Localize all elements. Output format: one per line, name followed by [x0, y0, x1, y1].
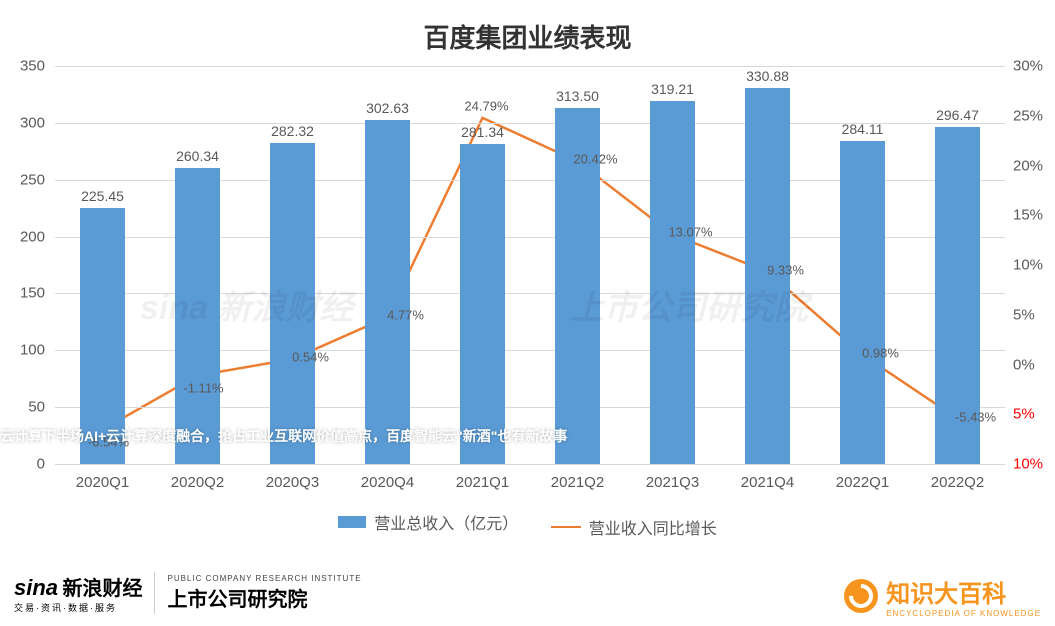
- bar-value-label: 284.11: [842, 121, 884, 137]
- gridline: [55, 464, 1005, 465]
- line-value-label: 4.77%: [387, 308, 424, 323]
- bar: [650, 101, 696, 464]
- x-tick-label: 2022Q1: [836, 474, 889, 491]
- y2-tick-label: 10%: [1013, 257, 1043, 274]
- institute-cn: 上市公司研究院: [167, 583, 361, 612]
- knowledge-cn: 知识大百科: [886, 574, 1041, 609]
- line-value-label: 0.54%: [292, 350, 329, 365]
- y2-tick-label: 0%: [1013, 356, 1035, 373]
- bar-value-label: 296.47: [936, 107, 979, 123]
- chart-container: 百度集团业绩表现 05010015020025030035010%5%0%5%1…: [0, 0, 1055, 555]
- institute-brand: PUBLIC COMPANY RESEARCH INSTITUTE 上市公司研究…: [167, 574, 361, 612]
- line-value-label: 9.33%: [767, 262, 804, 277]
- x-tick-label: 2021Q3: [646, 474, 699, 491]
- y1-tick-label: 300: [0, 114, 45, 131]
- y1-tick-label: 350: [0, 58, 45, 75]
- y2-tick-label: 20%: [1013, 157, 1043, 174]
- bar-value-label: 313.50: [556, 88, 599, 104]
- bar-value-label: 282.32: [271, 123, 314, 139]
- sina-cn: 新浪财经: [62, 578, 142, 600]
- footer-left: sina 新浪财经 交易·资讯·数据·服务 PUBLIC COMPANY RES…: [14, 572, 362, 614]
- y1-tick-label: 0: [0, 456, 45, 473]
- gridline: [55, 66, 1005, 67]
- legend-line-swatch: [551, 526, 581, 528]
- y1-tick-label: 250: [0, 171, 45, 188]
- y2-tick-label: 15%: [1013, 207, 1043, 224]
- line-value-label: -5.43%: [955, 409, 996, 424]
- y2-tick-label: 5%: [1013, 306, 1035, 323]
- line-value-label: -1.11%: [183, 380, 223, 395]
- y1-tick-label: 150: [0, 285, 45, 302]
- knowledge-en: ENCYCLOPEDIA OF KNOWLEDGE: [886, 609, 1041, 618]
- caption-text: 云计算下半场AI+云计算深度融合，抢占工业互联网价值高点，百度智能云"新酒"也有…: [0, 426, 567, 446]
- line-value-label: 20.42%: [573, 152, 617, 167]
- legend: 营业总收入（亿元） 营业收入同比增长: [0, 510, 1055, 539]
- legend-bar: 营业总收入（亿元）: [338, 510, 518, 534]
- bar: [365, 120, 411, 464]
- knowledge-logo-icon: [844, 579, 878, 613]
- x-tick-label: 2020Q3: [266, 474, 319, 491]
- x-tick-label: 2022Q2: [931, 474, 984, 491]
- x-tick-label: 2021Q4: [741, 474, 794, 491]
- y2-tick-label: 30%: [1013, 58, 1043, 75]
- line-value-label: 13.07%: [668, 225, 712, 240]
- bar-value-label: 281.34: [461, 124, 504, 140]
- legend-bar-swatch: [338, 516, 366, 528]
- legend-line: 营业收入同比增长: [551, 515, 717, 539]
- x-tick-label: 2020Q1: [76, 474, 129, 491]
- chart-title: 百度集团业绩表现: [0, 18, 1055, 55]
- sina-logo-text: sina: [14, 575, 58, 600]
- line-value-label: 24.79%: [464, 98, 508, 113]
- bar-value-label: 330.88: [746, 68, 789, 84]
- x-tick-label: 2020Q2: [171, 474, 224, 491]
- knowledge-text: 知识大百科 ENCYCLOPEDIA OF KNOWLEDGE: [886, 574, 1041, 618]
- y1-tick-label: 100: [0, 342, 45, 359]
- bar-value-label: 260.34: [176, 148, 219, 164]
- bar-value-label: 302.63: [366, 100, 409, 116]
- bar: [175, 168, 221, 464]
- legend-line-label: 营业收入同比增长: [589, 515, 717, 539]
- sina-sub: 交易·资讯·数据·服务: [14, 601, 142, 614]
- plot-area: 05010015020025030035010%5%0%5%10%15%20%2…: [55, 66, 1005, 464]
- y2-tick-label: 25%: [1013, 107, 1043, 124]
- footer-divider: [154, 572, 155, 614]
- y1-tick-label: 50: [0, 399, 45, 416]
- bar-value-label: 225.45: [81, 188, 124, 204]
- y1-tick-label: 200: [0, 228, 45, 245]
- x-tick-label: 2021Q2: [551, 474, 604, 491]
- footer-right: 知识大百科 ENCYCLOPEDIA OF KNOWLEDGE: [844, 574, 1041, 618]
- y2-tick-label: 5%: [1013, 406, 1035, 423]
- bar: [840, 141, 886, 464]
- x-tick-label: 2021Q1: [456, 474, 509, 491]
- bar: [460, 144, 506, 464]
- legend-bar-label: 营业总收入（亿元）: [374, 510, 518, 534]
- line-value-label: 0.98%: [862, 345, 899, 360]
- bar-value-label: 319.21: [651, 81, 694, 97]
- institute-en: PUBLIC COMPANY RESEARCH INSTITUTE: [167, 574, 361, 583]
- y2-tick-label: 10%: [1013, 456, 1043, 473]
- bar: [270, 143, 316, 464]
- sina-brand: sina 新浪财经 交易·资讯·数据·服务: [14, 572, 142, 614]
- x-tick-label: 2020Q4: [361, 474, 414, 491]
